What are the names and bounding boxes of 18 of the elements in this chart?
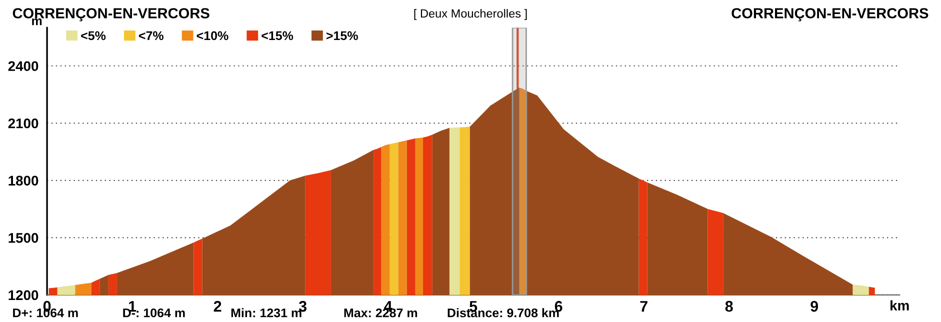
x-tick-label: 2 <box>214 300 222 312</box>
legend-label: <15% <box>262 31 294 40</box>
y-tick-label: 2100 <box>8 118 38 128</box>
x-axis-title: km <box>890 300 909 310</box>
legend-label: <5% <box>81 31 106 40</box>
y-tick-label: 2400 <box>8 61 38 72</box>
legend-label: <10% <box>196 31 228 40</box>
y-tick-label: 1500 <box>8 233 38 243</box>
legend-label: >15% <box>326 31 358 40</box>
y-tick-label: 1800 <box>8 176 38 186</box>
x-tick-label: 8 <box>725 300 733 312</box>
x-tick-label: 9 <box>810 300 818 312</box>
legend-label: <7% <box>138 31 164 40</box>
x-tick-label: 7 <box>640 301 648 312</box>
chart-subtitle: [ Deux Moucherolles ] <box>414 8 527 20</box>
x-tick-label: 3 <box>298 300 307 312</box>
y-tick-label: 1200 <box>8 290 38 300</box>
text: CORRENÇON-EN-VERCORS <box>732 8 928 22</box>
